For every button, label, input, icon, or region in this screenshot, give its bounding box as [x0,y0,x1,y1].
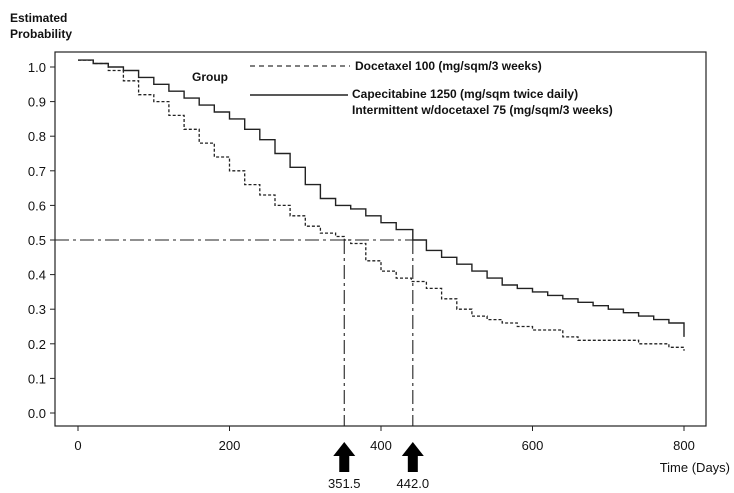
x-tick-label: 200 [219,438,241,453]
x-tick-label: 0 [74,438,81,453]
y-tick-label: 0.2 [28,337,46,352]
y-axis-title-line1: Estimated [10,11,67,25]
y-tick-label: 0.0 [28,406,46,421]
median-label: 351.5 [328,476,361,491]
x-tick-label: 800 [673,438,695,453]
median-arrow-icon [401,442,424,472]
legend-label-capecitabine: Capecitabine 1250 (mg/sqm twice daily) [352,87,578,101]
y-tick-label: 0.4 [28,268,46,283]
y-tick-label: 1.0 [28,60,46,75]
y-tick-label: 0.7 [28,164,46,179]
y-tick-label: 0.5 [28,233,46,248]
median-label: 442.0 [397,476,430,491]
x-axis-title: Time (Days) [660,460,730,475]
y-tick-label: 0.9 [28,95,46,110]
y-axis-ticks: 0.0 0.1 0.2 0.3 0.4 0.5 0.6 0.7 0.8 0.9 1.0 [28,60,55,421]
survival-curves [78,59,685,351]
y-axis-title-line2: Probability [10,27,72,41]
y-tick-label: 0.8 [28,129,46,144]
median-markers: 351.5 442.0 [328,442,429,491]
x-tick-label: 400 [370,438,392,453]
median-reference-lines [55,239,414,426]
x-axis-ticks: 0 200 400 600 800 [74,426,695,453]
legend-label-docetaxel: Docetaxel 100 (mg/sqm/3 weeks) [355,59,542,73]
legend-label-capecitabine-line2: Intermittent w/docetaxel 75 (mg/sqm/3 we… [352,103,613,117]
x-tick-label: 600 [522,438,544,453]
legend: Group Docetaxel 100 (mg/sqm/3 weeks) Cap… [192,59,613,117]
series-docetaxel-curve [78,59,685,351]
y-tick-label: 0.3 [28,302,46,317]
legend-title: Group [192,70,228,84]
median-arrow-icon [333,442,356,472]
y-tick-label: 0.1 [28,371,46,386]
y-tick-label: 0.6 [28,198,46,213]
series-capecitabine-curve [78,59,685,337]
